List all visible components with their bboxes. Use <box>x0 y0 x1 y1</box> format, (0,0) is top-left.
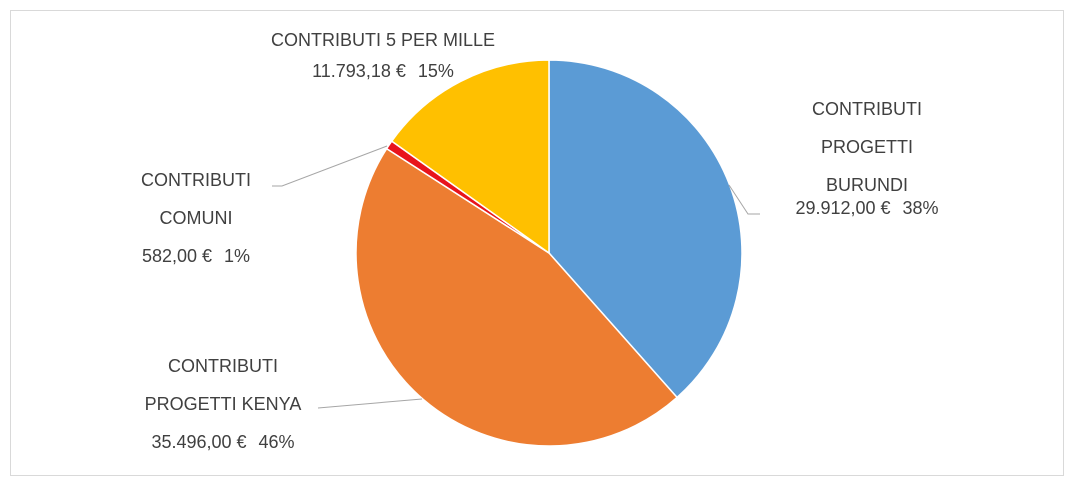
category-label-line: BURUNDI <box>826 175 908 195</box>
value-label: 11.793,18 € 15% <box>312 61 454 81</box>
category-label-line: CONTRIBUTI <box>812 99 922 119</box>
value-label: 29.912,00 € 38% <box>795 198 938 218</box>
data-label: CONTRIBUTI PROGETTI BURUNDI <box>812 99 922 195</box>
value-text: 35.496,00 € <box>151 432 246 452</box>
data-label: CONTRIBUTI 5 PER MILLE <box>271 30 495 50</box>
category-label-line: COMUNI <box>160 208 233 228</box>
leader-line <box>272 145 388 187</box>
value-label: 35.496,00 € 46% <box>151 432 294 452</box>
data-label: CONTRIBUTI PROGETTI KENYA <box>145 356 302 414</box>
value-text: 11.793,18 € <box>312 61 406 81</box>
percent-text: 46% <box>259 432 295 452</box>
category-label-line: PROGETTI KENYA <box>145 394 302 414</box>
pie-slice <box>548 59 743 399</box>
category-label-line: CONTRIBUTI <box>168 356 278 376</box>
value-label: 582,00 € 1% <box>142 246 250 266</box>
percent-text: 1% <box>224 246 250 266</box>
value-text: 29.912,00 € <box>795 198 890 218</box>
pie-slice <box>390 59 550 255</box>
category-label-line: CONTRIBUTI <box>141 170 251 190</box>
category-label-line: CONTRIBUTI 5 PER MILLE <box>271 30 495 50</box>
percent-text: 15% <box>418 61 454 81</box>
percent-text: 38% <box>903 198 939 218</box>
category-label-line: PROGETTI <box>821 137 913 157</box>
data-label: CONTRIBUTI COMUNI <box>141 170 251 228</box>
pie-slice <box>355 147 679 447</box>
value-text: 582,00 € <box>142 246 212 266</box>
leader-line <box>728 184 760 215</box>
leader-line <box>317 398 423 409</box>
